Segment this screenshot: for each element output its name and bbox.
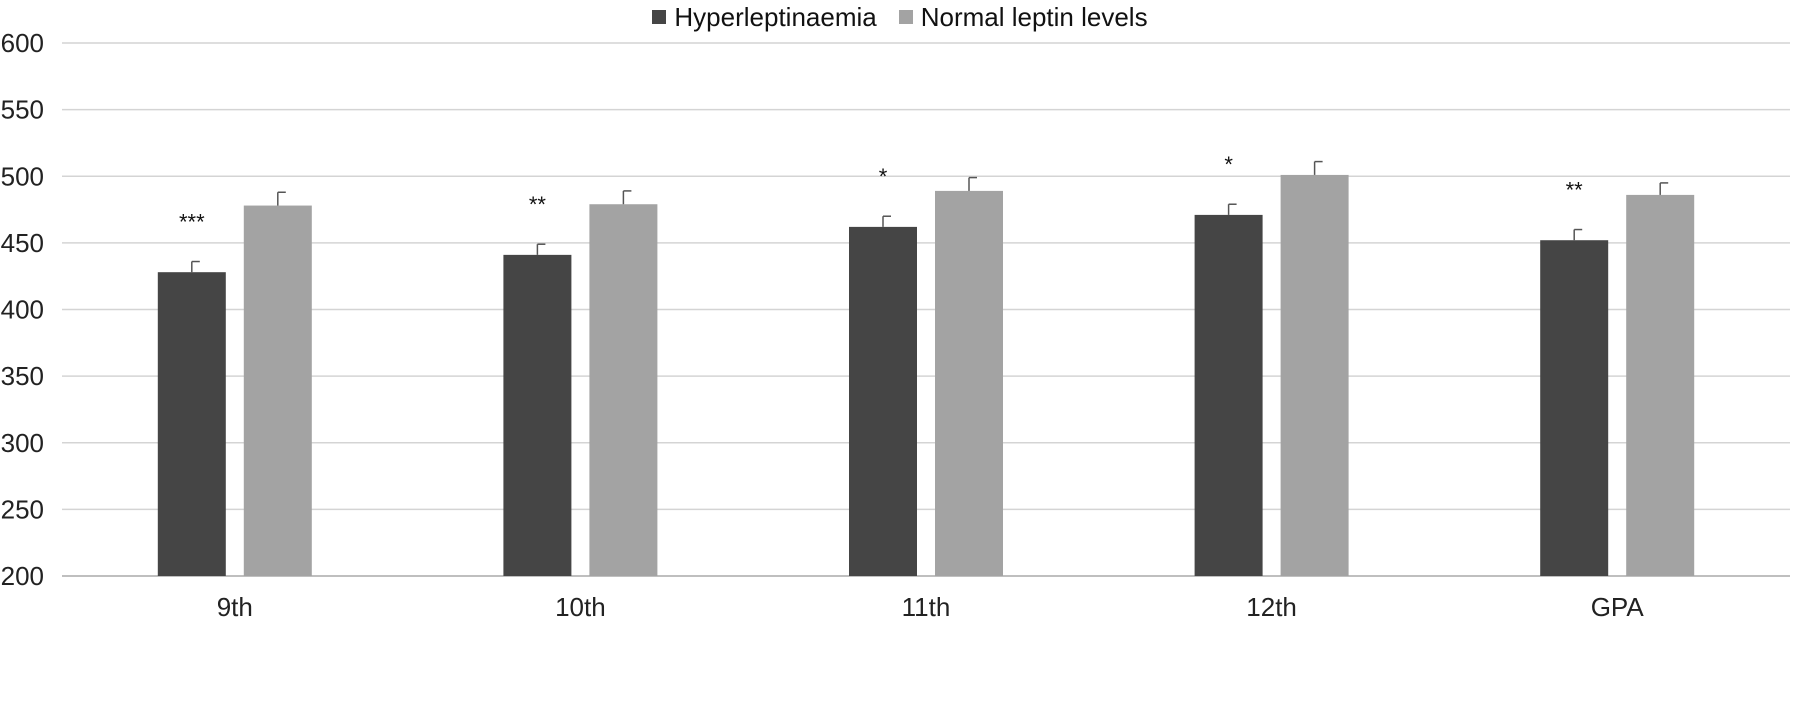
legend-item-normal-leptin: Normal leptin levels	[898, 1, 1148, 33]
bar	[243, 205, 312, 576]
x-tick-label: 9th	[217, 592, 253, 622]
x-tick-label: 10th	[555, 592, 606, 622]
y-tick-label: 200	[1, 561, 44, 591]
legend: Hyperleptinaemia Normal leptin levels	[0, 0, 1800, 34]
x-tick-label: GPA	[1591, 592, 1645, 622]
bar	[503, 254, 572, 576]
y-tick-label: 400	[1, 295, 44, 325]
bar	[589, 204, 658, 577]
bar	[157, 272, 226, 576]
x-tick-label: 11th	[902, 592, 951, 622]
legend-swatch-hyperleptinaemia	[652, 10, 667, 24]
significance-label: ***	[179, 210, 205, 235]
y-tick-label: 250	[1, 494, 44, 524]
y-tick-label: 550	[1, 95, 44, 125]
x-tick-label: 12th	[1246, 592, 1297, 622]
bar	[1194, 214, 1263, 576]
significance-label: **	[529, 192, 547, 217]
bar	[1280, 174, 1349, 577]
y-tick-label: 450	[1, 228, 44, 258]
bar	[849, 226, 917, 576]
legend-label-normal-leptin: Normal leptin levels	[920, 1, 1148, 32]
bar	[935, 190, 1003, 576]
y-tick-label: 300	[1, 428, 44, 458]
y-tick-label: 600	[1, 28, 44, 58]
significance-label: *	[879, 164, 888, 189]
bar	[1540, 240, 1609, 576]
legend-label-hyperleptinaemia: Hyperleptinaemia	[674, 1, 877, 32]
bar	[1626, 194, 1695, 576]
legend-swatch-normal-leptin	[898, 10, 913, 24]
legend-item-hyperleptinaemia: Hyperleptinaemia	[652, 1, 877, 33]
significance-label: *	[1224, 152, 1233, 177]
y-tick-label: 350	[1, 361, 44, 391]
significance-label: **	[1566, 178, 1584, 203]
y-tick-label: 500	[1, 161, 44, 191]
